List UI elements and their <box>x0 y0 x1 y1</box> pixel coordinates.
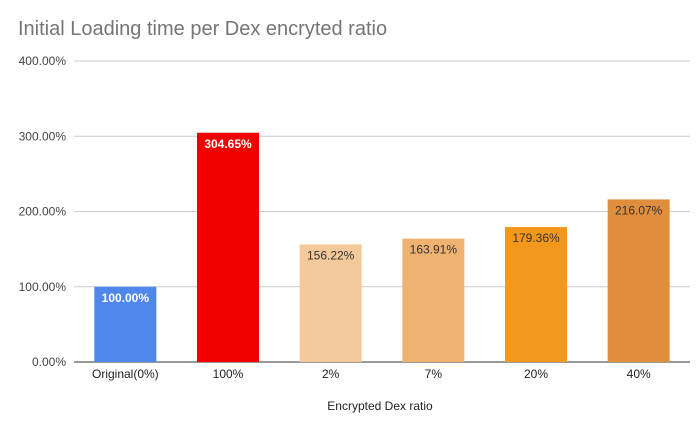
x-tick-label: 40% <box>627 367 651 381</box>
data-label: 216.07% <box>615 203 663 217</box>
data-label: 156.22% <box>307 248 355 262</box>
x-tick-label: Original(0%) <box>92 367 159 381</box>
bar <box>299 244 362 362</box>
data-labels: 100.00% 304.65% 156.22% 163.91% 179.36% 216.0… <box>102 137 663 305</box>
x-tick-label: 7% <box>425 367 443 381</box>
data-label: 304.65% <box>204 137 252 151</box>
gridlines <box>74 60 690 363</box>
x-axis-ticks: Original(0%) 100% 2% 7% 20% 40% <box>92 367 651 381</box>
y-tick-label: 300.00% <box>19 129 67 143</box>
x-tick-label: 20% <box>524 367 548 381</box>
bar <box>402 238 465 362</box>
bar <box>607 199 670 362</box>
y-axis-ticks: 0.00% 100.00% 200.00% 300.00% 400.00% <box>19 54 67 369</box>
y-tick-label: 100.00% <box>19 280 67 294</box>
bar <box>505 227 567 362</box>
bar <box>94 286 157 362</box>
x-tick-label: 100% <box>213 367 244 381</box>
y-tick-label: 400.00% <box>19 54 67 68</box>
data-label: 163.91% <box>410 243 458 257</box>
bars <box>94 132 670 362</box>
data-label: 179.36% <box>512 231 560 245</box>
y-tick-label: 200.00% <box>19 205 67 219</box>
bar <box>197 132 259 362</box>
x-axis-label: Encrypted Dex ratio <box>327 399 433 413</box>
chart-title: Initial Loading time per Dex encryted ra… <box>18 18 387 40</box>
data-label: 100.00% <box>102 291 150 305</box>
y-tick-label: 0.00% <box>32 355 66 369</box>
x-tick-label: 2% <box>322 367 340 381</box>
